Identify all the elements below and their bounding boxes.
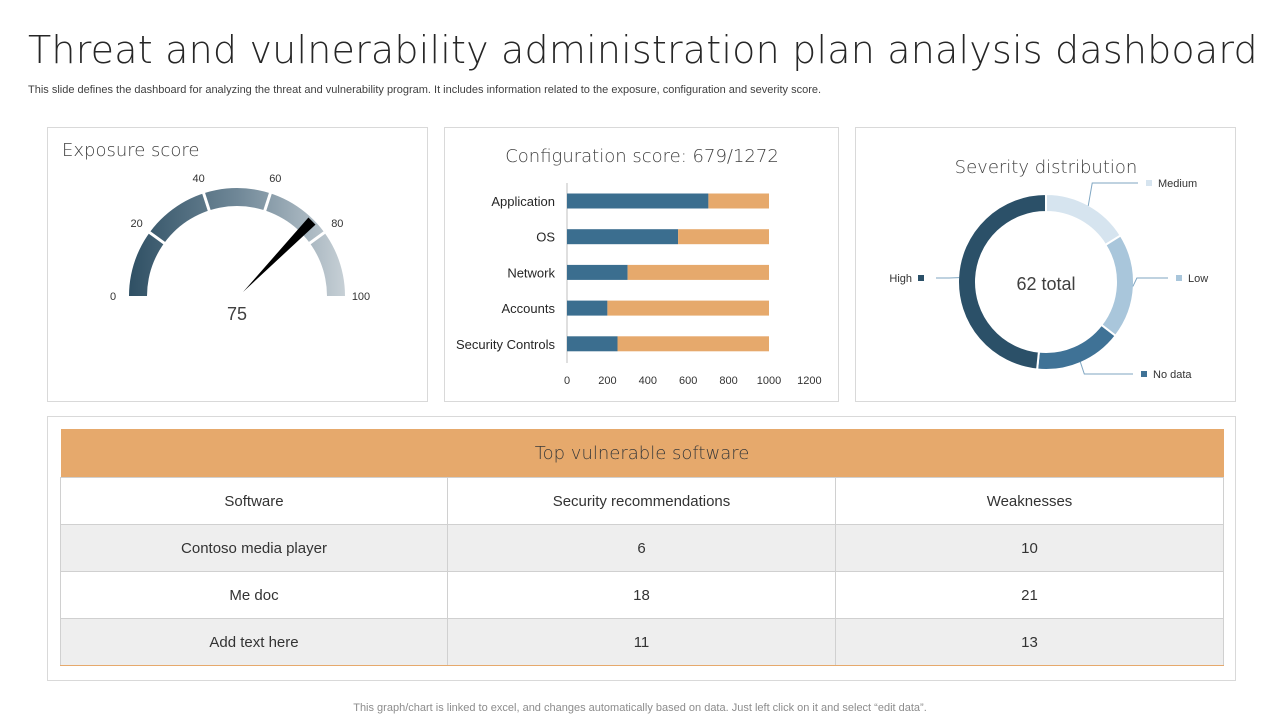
column-header-weaknesses: Weaknesses: [835, 477, 1224, 525]
table-row: Contoso media player 6 10: [60, 524, 1224, 572]
vulnerable-software-panel: Top vulnerable software Software Securit…: [47, 416, 1236, 681]
bar-segment-remaining: [678, 229, 769, 245]
weaknesses-cell: 10: [835, 524, 1224, 572]
gauge-separator: [147, 230, 166, 245]
bar-segment-score: [567, 264, 628, 280]
configuration-bar-chart: Configuration score: 679/1272 Applicatio…: [456, 146, 822, 387]
severity-donut-chart: Severity distribution 62 total Medium Low…: [889, 157, 1208, 381]
exposure-gauge: Exposure score 0 20 40 60 80 100 75: [62, 140, 370, 324]
exposure-score-panel: Exposure score 0 20 40 60 80 100 75: [47, 127, 428, 402]
donut-label-high: High: [889, 273, 912, 285]
bar-segment-score: [567, 300, 608, 316]
legend-swatch: [1176, 275, 1182, 281]
configuration-score-panel: Configuration score: 679/1272 Applicatio…: [444, 127, 839, 402]
bar-segment-remaining: [607, 300, 769, 316]
bar-segment-score: [567, 336, 618, 352]
donut-slice-medium: [1045, 192, 1123, 247]
weaknesses-cell: 13: [835, 618, 1224, 666]
bar-x-tick-label: 1000: [757, 375, 781, 387]
footnote: This graph/chart is linked to excel, and…: [353, 702, 927, 714]
bar-category-label: OS: [536, 230, 555, 245]
gauge-needle: [243, 217, 316, 292]
software-cell: Add text here: [60, 618, 448, 666]
bar-x-tick-label: 1200: [797, 375, 821, 387]
bar-x-tick-label: 200: [598, 375, 616, 387]
recommendations-cell: 6: [447, 524, 836, 572]
donut-center-label: 62 total: [1016, 274, 1075, 294]
legend-swatch: [1141, 371, 1147, 377]
bar-x-tick-label: 400: [639, 375, 657, 387]
bar-segment-remaining: [708, 193, 769, 209]
bar-category-label: Security Controls: [456, 337, 555, 352]
recommendations-cell: 11: [447, 618, 836, 666]
bar-category-label: Application: [491, 194, 555, 209]
weaknesses-cell: 21: [835, 571, 1224, 619]
bar-segment-score: [567, 193, 709, 209]
severity-distribution-panel: Severity distribution 62 total Medium Low…: [855, 127, 1236, 402]
table-title: Top vulnerable software: [60, 429, 1224, 478]
donut-label-medium: Medium: [1158, 178, 1197, 190]
gauge-separator: [308, 230, 327, 245]
legend-swatch: [918, 275, 924, 281]
page-title: Threat and vulnerability administration …: [28, 28, 1258, 72]
gauge-tick-label: 20: [131, 218, 143, 230]
gauge-value: 75: [227, 304, 247, 324]
software-cell: Contoso media player: [60, 524, 448, 572]
bar-segment-remaining: [627, 264, 769, 280]
donut-slice-no-data: [1036, 323, 1117, 371]
gauge-arc: [129, 188, 345, 296]
gauge-separator: [201, 191, 211, 212]
software-cell: Me doc: [60, 571, 448, 619]
legend-swatch: [1146, 180, 1152, 186]
table-row: Add text here 11 13: [60, 618, 1224, 666]
recommendations-cell: 18: [447, 571, 836, 619]
bar-category-label: Accounts: [502, 301, 556, 316]
column-header-security-recommendations: Security recommendations: [447, 477, 836, 525]
bar-x-tick-label: 600: [679, 375, 697, 387]
bar-x-tick-label: 800: [719, 375, 737, 387]
bar-segment-remaining: [617, 336, 769, 352]
table-row: Me doc 18 21: [60, 571, 1224, 619]
gauge-tick-label: 80: [331, 218, 343, 230]
donut-slice-high: [956, 192, 1047, 371]
bar-segment-score: [567, 229, 679, 245]
gauge-title: Exposure score: [62, 140, 199, 161]
donut-label-low: Low: [1188, 273, 1208, 285]
column-header-software: Software: [60, 477, 448, 525]
donut-slice-low: [1099, 234, 1135, 338]
donut-label-no-data: No data: [1153, 369, 1192, 381]
vulnerable-software-table: Top vulnerable software Software Securit…: [60, 429, 1224, 666]
gauge-separator: [263, 191, 273, 212]
donut-title: Severity distribution: [955, 157, 1138, 178]
gauge-tick-label: 0: [110, 291, 116, 303]
bar-category-label: Network: [507, 265, 555, 280]
gauge-tick-label: 40: [193, 173, 205, 185]
gauge-tick-label: 100: [352, 291, 370, 303]
donut-callout-line: [1132, 277, 1168, 287]
page-subtitle: This slide defines the dashboard for ana…: [28, 84, 822, 96]
donut-callout-line: [1079, 361, 1133, 375]
bar-x-tick-label: 0: [564, 375, 570, 387]
bar-chart-title: Configuration score: 679/1272: [505, 146, 779, 167]
gauge-tick-label: 60: [269, 173, 281, 185]
donut-callout-line: [1087, 182, 1138, 207]
